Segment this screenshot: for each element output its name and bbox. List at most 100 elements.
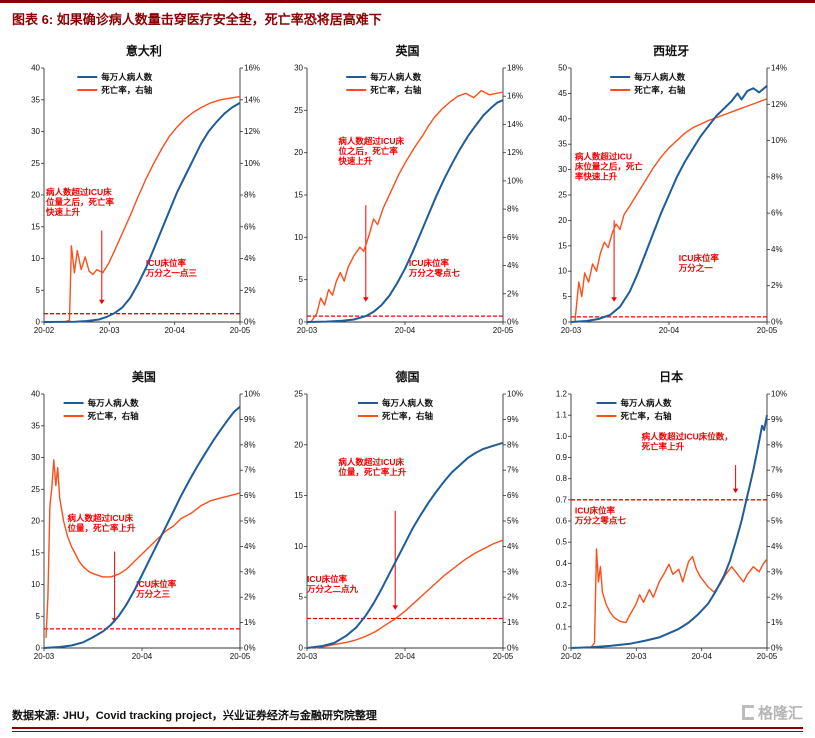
svg-text:0.9: 0.9 bbox=[556, 453, 568, 462]
legend-label: 每万人病人数 bbox=[371, 72, 423, 82]
cases-line bbox=[307, 441, 504, 649]
death-rate-line bbox=[590, 548, 768, 649]
svg-text:20-04: 20-04 bbox=[395, 326, 416, 335]
svg-text:4%: 4% bbox=[771, 245, 783, 254]
svg-text:25: 25 bbox=[31, 485, 40, 494]
svg-text:位量，死亡率上升: 位量，死亡率上升 bbox=[339, 467, 408, 477]
svg-text:10%: 10% bbox=[507, 176, 523, 185]
chart-svg: 0 5 10 15 20 25 30 35 40 45 50 0% 2% 4% 6% 8% 10% 12% 14% 2… bbox=[558, 64, 787, 336]
annotation-arrow bbox=[363, 205, 370, 302]
svg-text:万分之零点七: 万分之零点七 bbox=[408, 268, 461, 278]
svg-text:20-05: 20-05 bbox=[757, 652, 778, 661]
svg-text:率快速上升: 率快速上升 bbox=[575, 171, 618, 181]
legend-label: 死亡率，右轴 bbox=[381, 411, 434, 421]
svg-text:25: 25 bbox=[558, 191, 567, 200]
left-axis: 0 5 10 15 20 25 bbox=[295, 390, 308, 653]
svg-text:35: 35 bbox=[31, 95, 40, 104]
bottom-rule-thin bbox=[12, 731, 803, 732]
chart-title: 德国 bbox=[395, 370, 420, 384]
svg-text:20-02: 20-02 bbox=[561, 652, 582, 661]
figure-header: 图表 6: 如果确诊病人数量击穿医疗安全垫，死亡率恐将居高难下 bbox=[0, 3, 815, 30]
svg-text:3%: 3% bbox=[244, 567, 256, 576]
svg-text:病人数超过ICU床: 病人数超过ICU床 bbox=[67, 513, 133, 523]
svg-text:14%: 14% bbox=[771, 64, 787, 73]
death-rate-line bbox=[45, 459, 241, 638]
svg-text:5: 5 bbox=[35, 286, 40, 295]
svg-text:2%: 2% bbox=[771, 281, 783, 290]
svg-text:6%: 6% bbox=[771, 209, 783, 218]
left-axis: 0 0.1 0.2 0.3 0.4 0.5 0.6 0.7 0.8 0.9 1.0 1.1 1.2 bbox=[556, 390, 572, 653]
svg-text:8%: 8% bbox=[507, 440, 519, 449]
svg-text:0.3: 0.3 bbox=[556, 580, 568, 589]
svg-text:25: 25 bbox=[31, 159, 40, 168]
svg-text:5%: 5% bbox=[771, 517, 783, 526]
svg-text:6%: 6% bbox=[771, 491, 783, 500]
svg-text:0%: 0% bbox=[244, 318, 256, 327]
svg-text:30: 30 bbox=[31, 127, 40, 136]
right-axis: 0% 1% 2% 3% 4% 5% 6% 7% 8% 9% 10% bbox=[767, 390, 787, 653]
svg-text:万分之三: 万分之三 bbox=[135, 589, 171, 599]
svg-text:40: 40 bbox=[31, 390, 40, 399]
cases-line bbox=[571, 85, 768, 323]
svg-text:6%: 6% bbox=[507, 233, 519, 242]
svg-text:7%: 7% bbox=[771, 466, 783, 475]
svg-text:20-04: 20-04 bbox=[132, 652, 153, 661]
annotation-arrow bbox=[111, 551, 118, 623]
svg-text:10%: 10% bbox=[244, 390, 260, 399]
svg-text:万分之二点九: 万分之二点九 bbox=[306, 584, 359, 594]
death-rate-line bbox=[310, 89, 504, 323]
chart-panel: 西班牙 0 5 10 15 20 25 30 35 40 45 50 0% 2% 4% 6% 8% 10% 12% 1… bbox=[539, 42, 803, 340]
legend-label: 每万人病人数 bbox=[382, 398, 434, 408]
svg-text:2%: 2% bbox=[244, 286, 256, 295]
svg-text:0.5: 0.5 bbox=[556, 538, 568, 547]
right-axis: 0% 2% 4% 6% 8% 10% 12% 14% bbox=[767, 64, 787, 327]
annotation-arrow bbox=[732, 465, 739, 494]
svg-text:0: 0 bbox=[299, 318, 304, 327]
svg-text:0%: 0% bbox=[507, 318, 519, 327]
chart-svg: 0 0.1 0.2 0.3 0.4 0.5 0.6 0.7 0.8 0.9 1.0 1.1 1.2 0% 1… bbox=[556, 390, 787, 662]
svg-text:位量之后，死亡率: 位量之后，死亡率 bbox=[46, 197, 115, 207]
svg-text:12%: 12% bbox=[244, 127, 260, 136]
svg-text:10: 10 bbox=[295, 542, 304, 551]
svg-text:0%: 0% bbox=[244, 644, 256, 653]
svg-text:0%: 0% bbox=[771, 318, 783, 327]
svg-text:3%: 3% bbox=[507, 567, 519, 576]
svg-text:万分之一: 万分之一 bbox=[678, 263, 714, 273]
svg-text:25: 25 bbox=[295, 106, 304, 115]
svg-text:20-03: 20-03 bbox=[626, 652, 647, 661]
svg-text:10: 10 bbox=[558, 267, 567, 276]
figure-title: 图表 6: 如果确诊病人数量击穿医疗安全垫，死亡率恐将居高难下 bbox=[12, 12, 382, 27]
svg-text:4%: 4% bbox=[771, 542, 783, 551]
svg-text:20-04: 20-04 bbox=[164, 326, 185, 335]
svg-text:0.6: 0.6 bbox=[556, 517, 568, 526]
svg-text:20: 20 bbox=[558, 216, 567, 225]
svg-text:5: 5 bbox=[299, 275, 304, 284]
x-axis: 20-03 20-04 20-05 bbox=[561, 322, 778, 335]
svg-text:20: 20 bbox=[295, 440, 304, 449]
figure-footer: 数据来源: JHU，Covid tracking project，兴业证券经济与… bbox=[0, 700, 815, 738]
svg-text:8%: 8% bbox=[244, 191, 256, 200]
svg-text:0.7: 0.7 bbox=[556, 495, 568, 504]
chart-svg: 0 5 10 15 20 25 30 35 40 0% 1% 2% 3% 4% 5% 6% 7% 8% 9% 10% 2… bbox=[31, 390, 260, 662]
svg-text:9%: 9% bbox=[244, 415, 256, 424]
cases-line bbox=[43, 102, 241, 323]
svg-text:10: 10 bbox=[31, 580, 40, 589]
svg-text:15: 15 bbox=[295, 491, 304, 500]
legend-label: 每万人病人数 bbox=[87, 398, 139, 408]
svg-text:20-05: 20-05 bbox=[757, 326, 778, 335]
right-axis: 0% 1% 2% 3% 4% 5% 6% 7% 8% 9% 10% bbox=[503, 390, 524, 653]
legend-label: 死亡率，右轴 bbox=[620, 411, 673, 421]
chart-title: 英国 bbox=[395, 44, 420, 58]
svg-text:20-05: 20-05 bbox=[493, 326, 514, 335]
chart-annotation: 病人数超过ICU床位数，死亡率上升 bbox=[641, 432, 733, 452]
